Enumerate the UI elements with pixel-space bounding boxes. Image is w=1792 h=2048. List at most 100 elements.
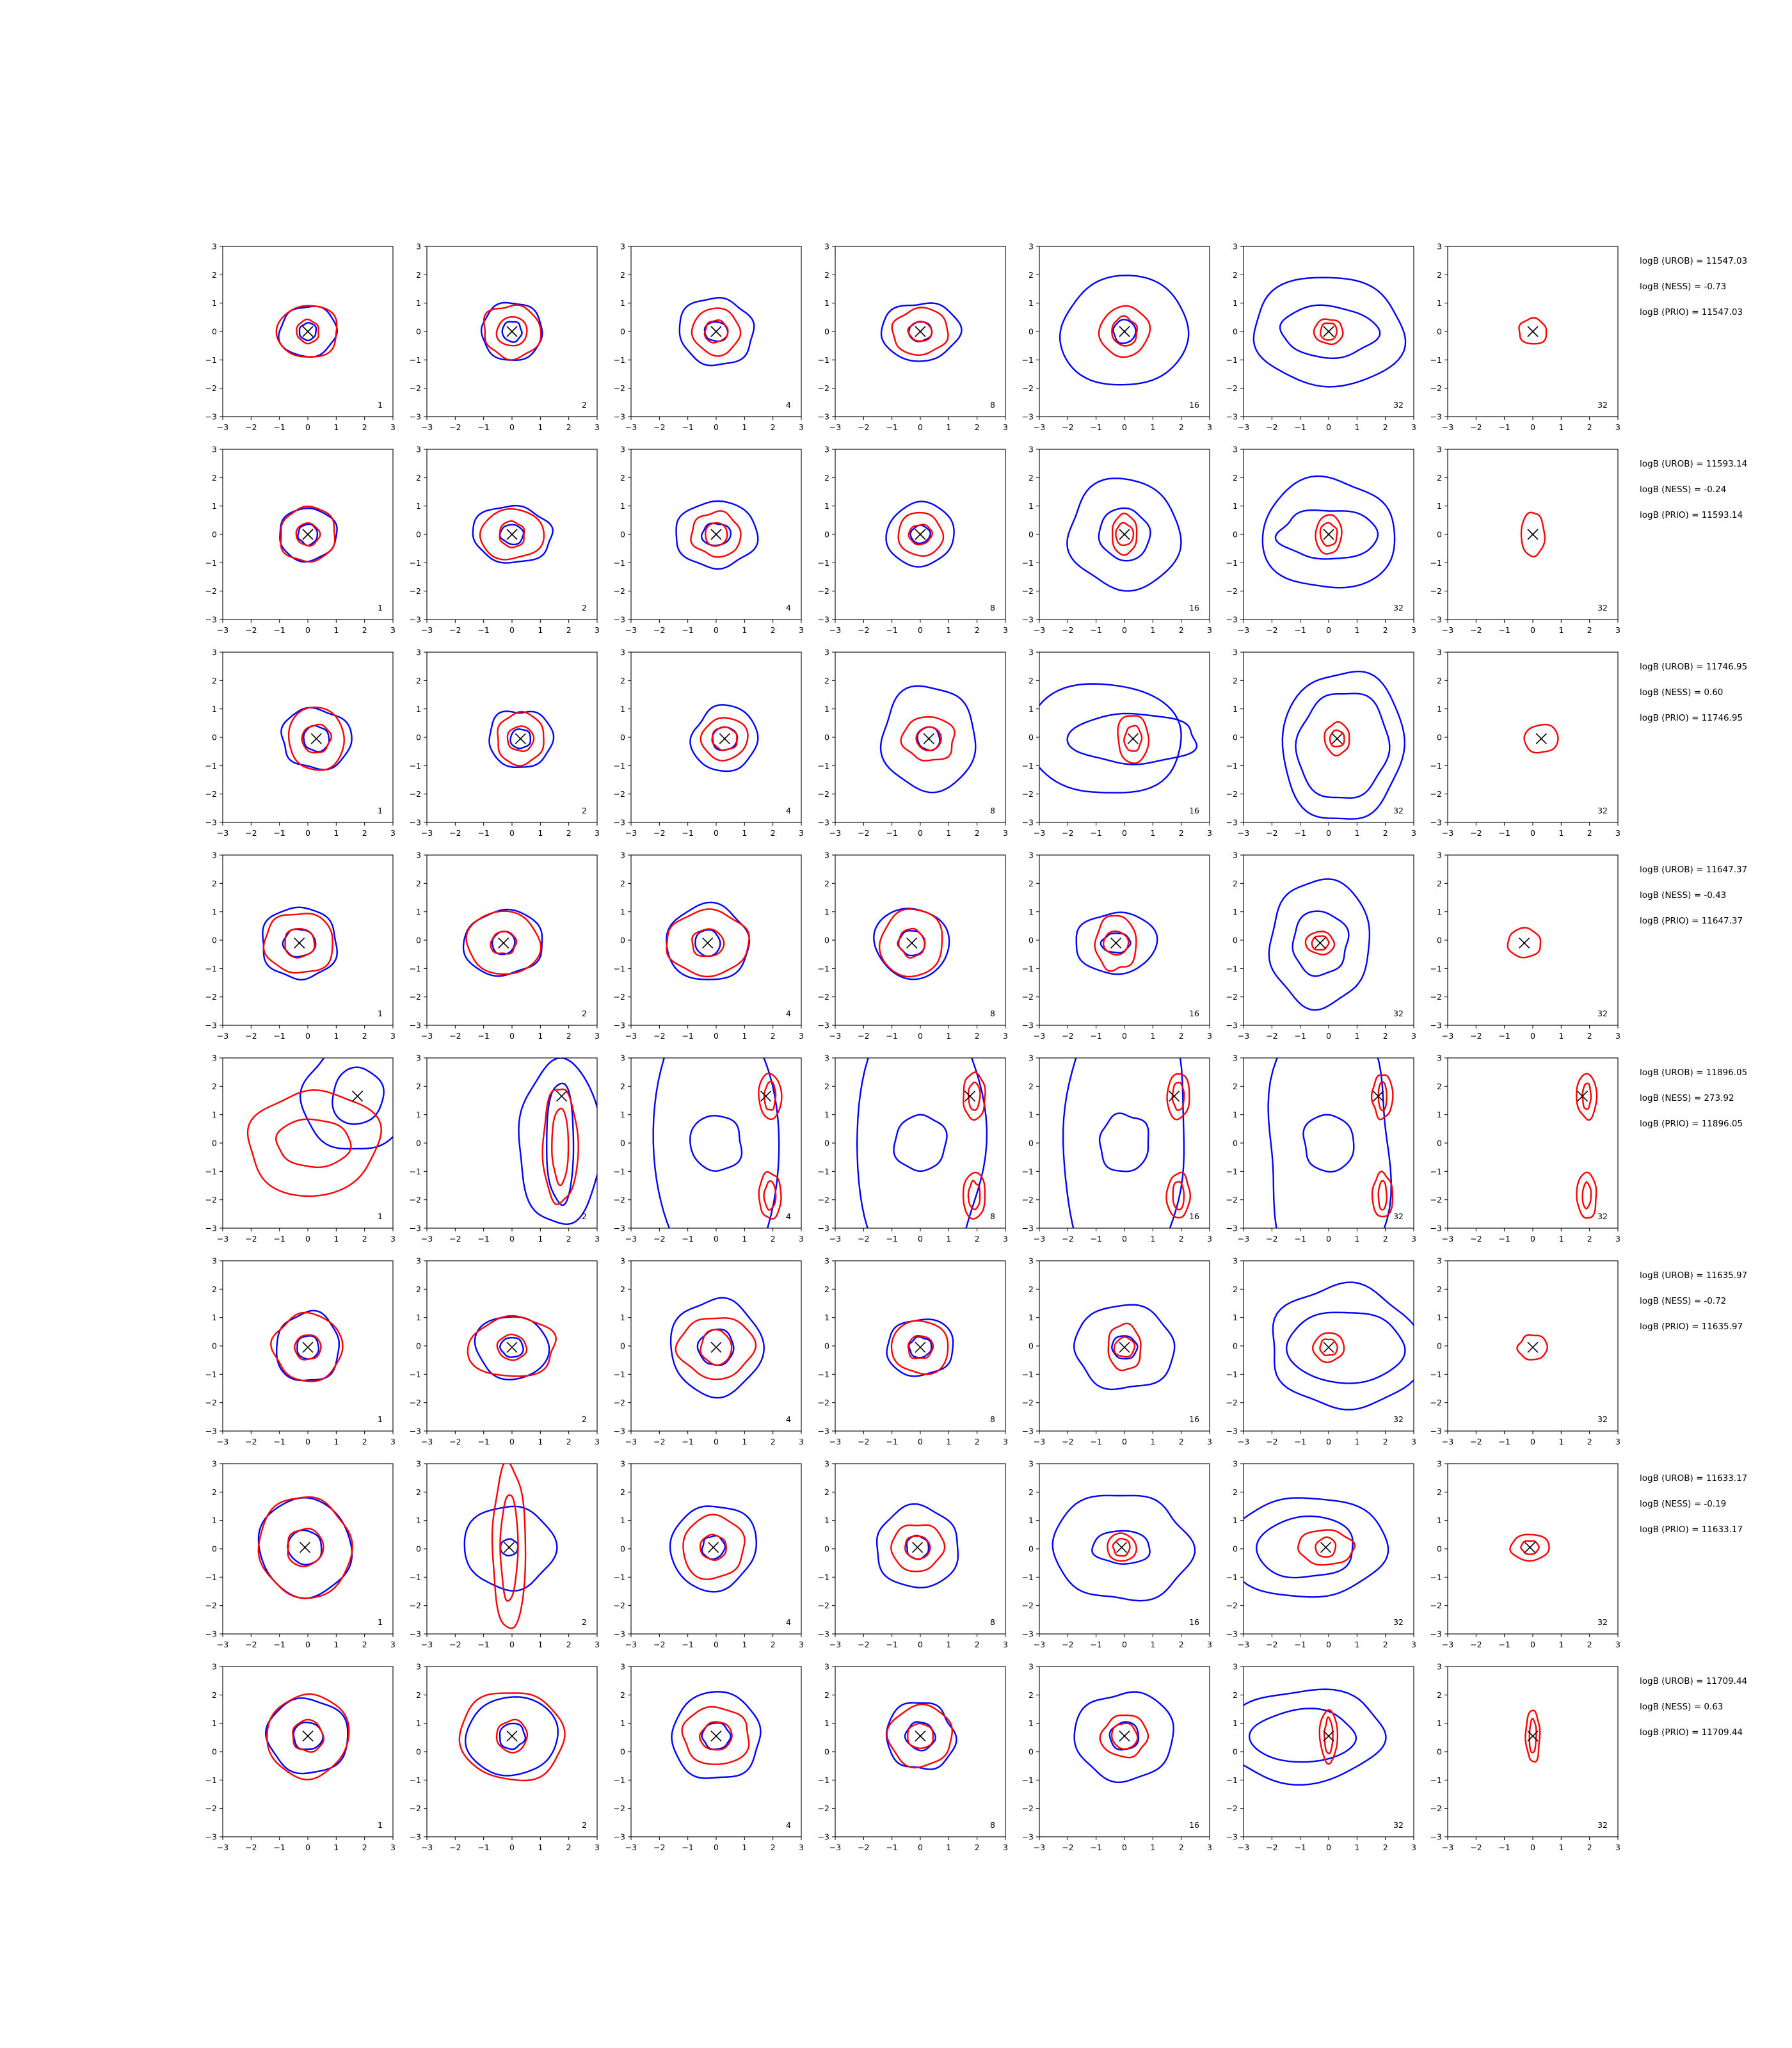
target-contour [962, 1171, 986, 1220]
target-contour [1581, 1181, 1592, 1210]
plot-area [1518, 317, 1548, 345]
plot-area [856, 1058, 988, 1228]
y-tick-label: 3 [1233, 242, 1238, 252]
axes-frame [426, 1260, 598, 1432]
x-tick-label: 0 [714, 1843, 719, 1852]
target-contour [897, 511, 945, 557]
proposal-contour [1098, 507, 1151, 562]
y-tick-label: 2 [620, 1487, 625, 1497]
y-tick-label: 2 [620, 1284, 625, 1294]
x-tick-label: 1 [1558, 828, 1564, 838]
panel-r6-c6: −3−3 −2 −2 −1 −1 0 0 1 1 2 2 3 3 32 [1226, 1256, 1416, 1447]
y-tick-label: −1 [614, 1370, 625, 1379]
axes-frame [222, 652, 394, 823]
y-tick-label: 1 [1028, 1110, 1034, 1119]
y-tick-label: 1 [416, 704, 421, 714]
x-tick-label: −2 [1266, 828, 1277, 838]
y-tick-label: −2 [1430, 1601, 1442, 1610]
x-tick-label: 1 [1354, 828, 1359, 838]
x-tick-label: 3 [390, 1437, 396, 1446]
proposal-contour [1062, 1058, 1185, 1228]
y-tick-label: −2 [1226, 789, 1238, 799]
y-tick-label: −1 [1430, 558, 1442, 568]
y-tick-label: 0 [1028, 530, 1034, 540]
panel-number-label: 16 [1189, 1414, 1199, 1424]
y-tick-label: 3 [620, 445, 625, 454]
x-tick-label: 3 [1003, 1234, 1008, 1244]
y-tick-label: 2 [416, 1690, 421, 1700]
panel-number-label: 1 [378, 400, 383, 410]
x-tick-label: 1 [1558, 1843, 1564, 1852]
plot-area [675, 500, 759, 570]
plot-area [689, 704, 759, 772]
y-tick-label: 0 [1028, 733, 1034, 742]
y-tick-label: −1 [614, 1572, 625, 1582]
mode-marker [310, 733, 322, 744]
x-tick-label: 0 [1326, 1843, 1331, 1852]
x-tick-label: −2 [1062, 828, 1073, 838]
y-tick-label: 1 [212, 1516, 217, 1525]
y-tick-label: 0 [620, 733, 625, 742]
x-tick-label: −1 [273, 1640, 285, 1649]
y-tick-label: −1 [205, 1370, 217, 1379]
x-tick-label: 0 [1122, 625, 1127, 635]
mode-marker [1323, 529, 1334, 540]
x-tick-label: 3 [595, 1031, 600, 1041]
mode-marker [302, 529, 314, 540]
x-tick-label: −3 [829, 625, 841, 635]
y-tick-label: 0 [212, 1139, 217, 1148]
y-tick-label: −1 [410, 964, 421, 973]
y-tick-label: −2 [818, 586, 829, 596]
x-tick-label: 1 [333, 1234, 339, 1244]
x-tick-label: 1 [1354, 422, 1359, 432]
proposal-contour [1295, 692, 1391, 799]
panel-number-label: 2 [582, 1212, 587, 1221]
y-tick-label: −1 [410, 355, 421, 365]
y-tick-label: 3 [620, 242, 625, 252]
y-tick-label: 2 [416, 1082, 421, 1091]
x-tick-label: −1 [1294, 1843, 1306, 1852]
y-tick-label: 3 [212, 445, 217, 454]
proposal-contour [488, 710, 555, 769]
mode-marker [719, 733, 730, 744]
proposal-contour [546, 1082, 575, 1206]
x-tick-label: 1 [1150, 625, 1155, 635]
logb-annotation: logB (PRIO) = 11896.05 [1640, 1119, 1743, 1129]
y-tick-label: 2 [620, 270, 625, 280]
logb-annotation: logB (PRIO) = 11746.95 [1640, 713, 1743, 723]
y-tick-label: 0 [1233, 1139, 1238, 1148]
mode-marker [294, 937, 305, 948]
y-tick-label: 1 [1233, 704, 1238, 714]
x-tick-label: 3 [390, 1640, 396, 1649]
y-tick-label: −3 [1430, 1832, 1442, 1842]
logb-annotation: logB (UROB) = 11896.05 [1640, 1068, 1747, 1078]
proposal-contour [876, 1503, 959, 1588]
proposal-contour [1091, 1530, 1151, 1565]
x-tick-label: 3 [1003, 1640, 1008, 1649]
y-tick-label: −2 [1226, 1398, 1238, 1407]
x-tick-label: −2 [858, 625, 869, 635]
proposal-contour [696, 1328, 735, 1366]
target-contour [1324, 721, 1350, 756]
x-tick-label: −3 [217, 625, 228, 635]
proposal-contour [462, 908, 543, 977]
proposal-contour [509, 728, 531, 749]
y-tick-label: 2 [824, 1487, 829, 1497]
x-tick-label: 3 [595, 1234, 600, 1244]
panel-r7-c3: −3−3 −2 −2 −1 −1 0 0 1 1 2 2 3 3 4 [614, 1459, 804, 1650]
x-tick-label: −1 [886, 625, 897, 635]
target-contour [691, 928, 725, 957]
x-tick-label: −2 [653, 1437, 665, 1446]
mode-marker [1519, 937, 1530, 948]
axes-frame [630, 854, 802, 1026]
target-contour [497, 710, 545, 767]
x-tick-label: 3 [1615, 625, 1620, 635]
x-tick-label: −3 [1238, 1234, 1249, 1244]
proposal-contour [1302, 1114, 1355, 1173]
proposal-contour [499, 1722, 527, 1750]
y-tick-label: −2 [614, 789, 625, 799]
x-tick-label: 2 [771, 625, 776, 635]
y-tick-label: 3 [416, 1053, 421, 1063]
y-tick-label: 1 [212, 1110, 217, 1119]
y-tick-label: 2 [416, 879, 421, 888]
